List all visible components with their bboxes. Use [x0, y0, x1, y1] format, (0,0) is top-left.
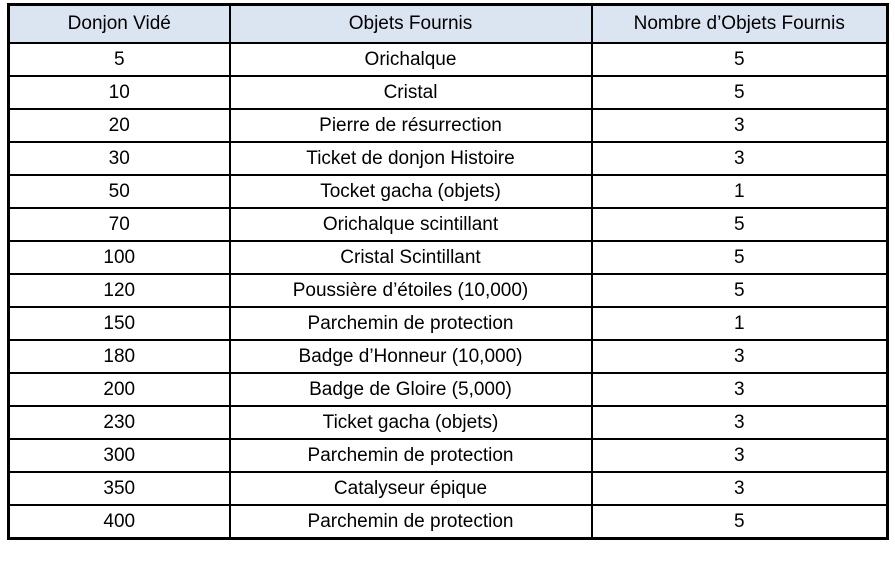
table-row: 120 Poussière d’étoiles (10,000) 5 [7, 273, 889, 308]
cell-objets-fournis: Catalyseur épique [228, 471, 593, 506]
cell-donjon-vide: 200 [7, 372, 231, 407]
cell-nombre-objets: 3 [590, 141, 889, 176]
cell-donjon-vide: 10 [7, 75, 231, 110]
column-header-nombre-objets-fournis: Nombre d’Objets Fournis [590, 3, 889, 44]
cell-objets-fournis: Pierre de résurrection [228, 108, 593, 143]
cell-donjon-vide: 50 [7, 174, 231, 209]
cell-nombre-objets: 5 [590, 504, 889, 540]
cell-donjon-vide: 150 [7, 306, 231, 341]
cell-nombre-objets: 3 [590, 471, 889, 506]
rewards-table: Donjon Vidé Objets Fournis Nombre d’Obje… [7, 3, 889, 540]
cell-donjon-vide: 300 [7, 438, 231, 473]
table-row: 200 Badge de Gloire (5,000) 3 [7, 372, 889, 407]
table-row: 180 Badge d’Honneur (10,000) 3 [7, 339, 889, 374]
cell-nombre-objets: 3 [590, 438, 889, 473]
cell-nombre-objets: 5 [590, 273, 889, 308]
table-header: Donjon Vidé Objets Fournis Nombre d’Obje… [7, 3, 889, 44]
cell-donjon-vide: 180 [7, 339, 231, 374]
cell-objets-fournis: Parchemin de protection [228, 438, 593, 473]
cell-objets-fournis: Tocket gacha (objets) [228, 174, 593, 209]
cell-objets-fournis: Badge de Gloire (5,000) [228, 372, 593, 407]
table-row: 100 Cristal Scintillant 5 [7, 240, 889, 275]
table-row: 70 Orichalque scintillant 5 [7, 207, 889, 242]
table-row: 150 Parchemin de protection 1 [7, 306, 889, 341]
column-header-donjon-vide: Donjon Vidé [7, 3, 231, 44]
cell-nombre-objets: 3 [590, 372, 889, 407]
cell-donjon-vide: 400 [7, 504, 231, 540]
cell-objets-fournis: Cristal [228, 75, 593, 110]
cell-nombre-objets: 1 [590, 174, 889, 209]
cell-objets-fournis: Cristal Scintillant [228, 240, 593, 275]
cell-nombre-objets: 3 [590, 339, 889, 374]
cell-objets-fournis: Poussière d’étoiles (10,000) [228, 273, 593, 308]
cell-donjon-vide: 120 [7, 273, 231, 308]
cell-donjon-vide: 5 [7, 42, 231, 77]
cell-donjon-vide: 350 [7, 471, 231, 506]
table-row: 5 Orichalque 5 [7, 42, 889, 77]
cell-donjon-vide: 30 [7, 141, 231, 176]
cell-objets-fournis: Orichalque [228, 42, 593, 77]
table-row: 300 Parchemin de protection 3 [7, 438, 889, 473]
cell-objets-fournis: Parchemin de protection [228, 504, 593, 540]
cell-donjon-vide: 70 [7, 207, 231, 242]
column-header-objets-fournis: Objets Fournis [228, 3, 593, 44]
cell-nombre-objets: 5 [590, 207, 889, 242]
table-row: 30 Ticket de donjon Histoire 3 [7, 141, 889, 176]
cell-donjon-vide: 100 [7, 240, 231, 275]
table-body: 5 Orichalque 5 10 Cristal 5 20 Pierre de résurr… [7, 42, 889, 540]
cell-nombre-objets: 1 [590, 306, 889, 341]
cell-donjon-vide: 230 [7, 405, 231, 440]
table-row: 350 Catalyseur épique 3 [7, 471, 889, 506]
cell-nombre-objets: 3 [590, 405, 889, 440]
cell-objets-fournis: Parchemin de protection [228, 306, 593, 341]
table-row: 20 Pierre de résurrection 3 [7, 108, 889, 143]
header-row: Donjon Vidé Objets Fournis Nombre d’Obje… [7, 3, 889, 44]
cell-objets-fournis: Ticket gacha (objets) [228, 405, 593, 440]
cell-nombre-objets: 3 [590, 108, 889, 143]
cell-objets-fournis: Badge d’Honneur (10,000) [228, 339, 593, 374]
cell-nombre-objets: 5 [590, 240, 889, 275]
cell-nombre-objets: 5 [590, 75, 889, 110]
cell-nombre-objets: 5 [590, 42, 889, 77]
table-row: 400 Parchemin de protection 5 [7, 504, 889, 540]
cell-objets-fournis: Orichalque scintillant [228, 207, 593, 242]
table-row: 50 Tocket gacha (objets) 1 [7, 174, 889, 209]
table-row: 230 Ticket gacha (objets) 3 [7, 405, 889, 440]
cell-donjon-vide: 20 [7, 108, 231, 143]
table-row: 10 Cristal 5 [7, 75, 889, 110]
cell-objets-fournis: Ticket de donjon Histoire [228, 141, 593, 176]
